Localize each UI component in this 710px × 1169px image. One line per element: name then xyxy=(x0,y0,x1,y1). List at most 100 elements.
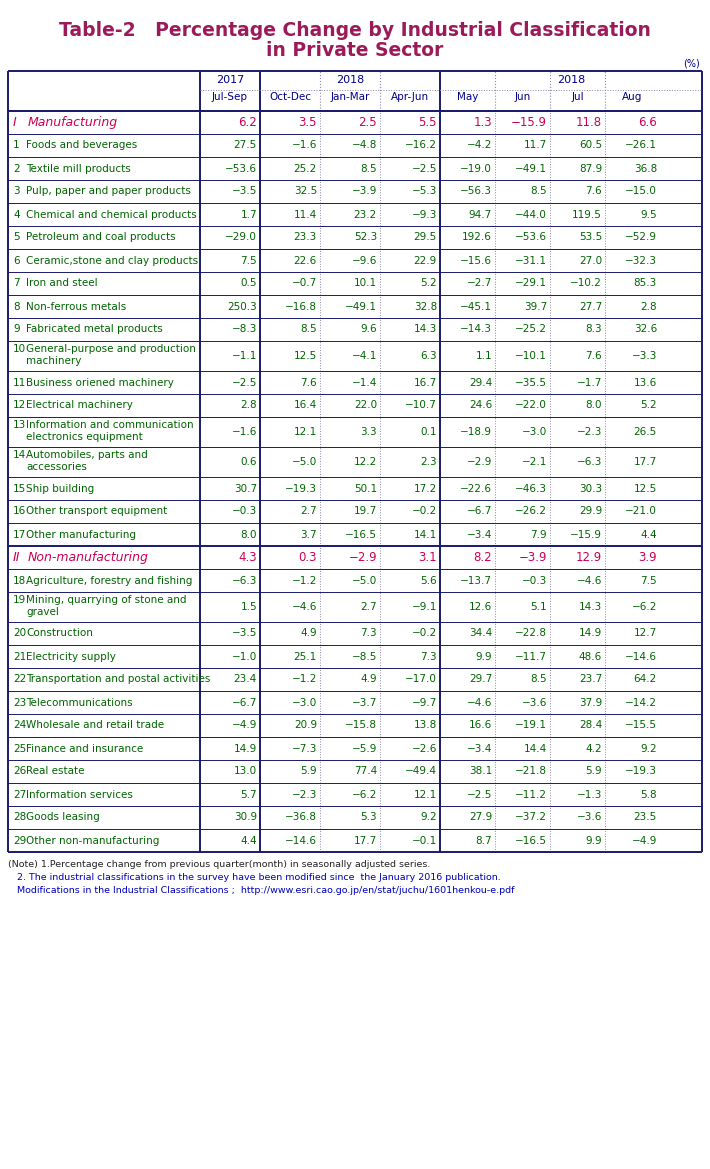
Text: −4.9: −4.9 xyxy=(632,836,657,845)
Text: −2.3: −2.3 xyxy=(577,427,602,437)
Text: Business oriened machinery: Business oriened machinery xyxy=(26,378,174,387)
Text: Petroleum and coal products: Petroleum and coal products xyxy=(26,233,175,242)
Text: Textile mill products: Textile mill products xyxy=(26,164,131,173)
Text: −17.0: −17.0 xyxy=(405,675,437,685)
Text: 29: 29 xyxy=(13,836,26,845)
Text: −29.1: −29.1 xyxy=(515,278,547,289)
Text: 26: 26 xyxy=(13,767,26,776)
Text: 85.3: 85.3 xyxy=(634,278,657,289)
Text: 5.2: 5.2 xyxy=(420,278,437,289)
Text: 3.3: 3.3 xyxy=(361,427,377,437)
Text: 3.1: 3.1 xyxy=(418,551,437,563)
Bar xyxy=(8,523,702,546)
Text: 13.6: 13.6 xyxy=(634,378,657,387)
Bar xyxy=(8,500,702,523)
Text: −6.3: −6.3 xyxy=(577,457,602,466)
Bar xyxy=(8,71,702,111)
Text: 0.3: 0.3 xyxy=(298,551,317,563)
Text: Ship building: Ship building xyxy=(26,484,94,493)
Bar xyxy=(8,736,702,760)
Text: 5: 5 xyxy=(13,233,20,242)
Text: −4.2: −4.2 xyxy=(466,140,492,151)
Bar xyxy=(8,394,702,417)
Text: 19.7: 19.7 xyxy=(354,506,377,517)
Text: 23.2: 23.2 xyxy=(354,209,377,220)
Text: 8.5: 8.5 xyxy=(530,187,547,196)
Text: −29.0: −29.0 xyxy=(225,233,257,242)
Text: −15.9: −15.9 xyxy=(570,530,602,540)
Bar xyxy=(8,203,702,226)
Text: 29.9: 29.9 xyxy=(579,506,602,517)
Text: General-purpose and production: General-purpose and production xyxy=(26,345,196,354)
Text: Non-ferrous metals: Non-ferrous metals xyxy=(26,302,126,311)
Text: −2.5: −2.5 xyxy=(412,164,437,173)
Text: Jul-Sep: Jul-Sep xyxy=(212,92,248,102)
Text: 5.7: 5.7 xyxy=(241,789,257,800)
Text: 9: 9 xyxy=(13,325,20,334)
Text: −6.2: −6.2 xyxy=(351,789,377,800)
Text: 12.1: 12.1 xyxy=(294,427,317,437)
Text: 8.3: 8.3 xyxy=(585,325,602,334)
Text: −2.9: −2.9 xyxy=(466,457,492,466)
Text: −1.0: −1.0 xyxy=(231,651,257,662)
Text: 10: 10 xyxy=(13,345,26,354)
Text: 6: 6 xyxy=(13,256,20,265)
Text: 14.3: 14.3 xyxy=(579,602,602,613)
Text: −21.0: −21.0 xyxy=(625,506,657,517)
Bar xyxy=(8,272,702,295)
Text: 32.8: 32.8 xyxy=(414,302,437,311)
Text: 5.9: 5.9 xyxy=(585,767,602,776)
Text: (Note) 1.Percentage change from previous quarter(month) in seasonally adjusted s: (Note) 1.Percentage change from previous… xyxy=(8,860,430,869)
Text: 52.3: 52.3 xyxy=(354,233,377,242)
Text: 7.3: 7.3 xyxy=(361,629,377,638)
Text: 2.8: 2.8 xyxy=(640,302,657,311)
Text: 8.5: 8.5 xyxy=(530,675,547,685)
Text: 12.2: 12.2 xyxy=(354,457,377,466)
Text: −4.6: −4.6 xyxy=(292,602,317,613)
Text: Ceramic,stone and clay products: Ceramic,stone and clay products xyxy=(26,256,198,265)
Text: −3.3: −3.3 xyxy=(632,351,657,361)
Text: 7.9: 7.9 xyxy=(530,530,547,540)
Text: −53.6: −53.6 xyxy=(225,164,257,173)
Text: 13.0: 13.0 xyxy=(234,767,257,776)
Text: 2.5: 2.5 xyxy=(359,116,377,129)
Text: Manufacturing: Manufacturing xyxy=(28,116,118,129)
Text: −2.5: −2.5 xyxy=(466,789,492,800)
Text: Jun: Jun xyxy=(514,92,530,102)
Text: Real estate: Real estate xyxy=(26,767,84,776)
Text: 27.7: 27.7 xyxy=(579,302,602,311)
Bar xyxy=(8,805,702,829)
Text: 17.7: 17.7 xyxy=(354,836,377,845)
Text: 12.6: 12.6 xyxy=(469,602,492,613)
Text: Oct-Dec: Oct-Dec xyxy=(269,92,311,102)
Text: 119.5: 119.5 xyxy=(572,209,602,220)
Text: −6.2: −6.2 xyxy=(632,602,657,613)
Text: 19: 19 xyxy=(13,595,26,606)
Text: 11.4: 11.4 xyxy=(294,209,317,220)
Text: −3.6: −3.6 xyxy=(522,698,547,707)
Text: 23.5: 23.5 xyxy=(634,812,657,823)
Text: 5.8: 5.8 xyxy=(640,789,657,800)
Text: Mining, quarrying of stone and: Mining, quarrying of stone and xyxy=(26,595,187,606)
Text: Other manufacturing: Other manufacturing xyxy=(26,530,136,540)
Text: −10.7: −10.7 xyxy=(405,401,437,410)
Text: −5.0: −5.0 xyxy=(292,457,317,466)
Text: 2018: 2018 xyxy=(557,75,585,85)
Text: 0.6: 0.6 xyxy=(241,457,257,466)
Text: 12.1: 12.1 xyxy=(414,789,437,800)
Text: 2017: 2017 xyxy=(216,75,244,85)
Text: 14.9: 14.9 xyxy=(234,743,257,754)
Text: −9.7: −9.7 xyxy=(412,698,437,707)
Text: 12.5: 12.5 xyxy=(294,351,317,361)
Text: −22.8: −22.8 xyxy=(515,629,547,638)
Text: 13.8: 13.8 xyxy=(414,720,437,731)
Text: −9.3: −9.3 xyxy=(412,209,437,220)
Bar xyxy=(8,157,702,180)
Text: 2. The industrial classifications in the survey have been modified since  the Ja: 2. The industrial classifications in the… xyxy=(8,873,501,881)
Text: 23.3: 23.3 xyxy=(294,233,317,242)
Bar xyxy=(8,546,702,569)
Text: 5.9: 5.9 xyxy=(300,767,317,776)
Text: −11.7: −11.7 xyxy=(515,651,547,662)
Text: 0.5: 0.5 xyxy=(241,278,257,289)
Text: −26.1: −26.1 xyxy=(625,140,657,151)
